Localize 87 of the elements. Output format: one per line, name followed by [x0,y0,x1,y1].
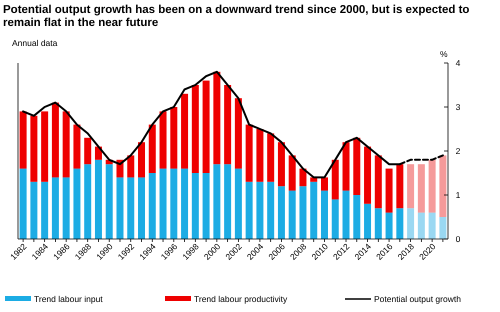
bar [439,217,446,239]
bar [84,138,92,164]
bar [62,111,70,178]
bar [148,124,156,173]
bar [353,138,360,195]
y-tick-label: 1 [456,190,461,200]
y-axis-title: % [440,49,448,59]
bar [299,186,306,239]
bar [213,164,220,239]
bar [160,168,167,239]
bar [396,208,404,239]
bar [213,72,220,164]
bar [256,129,264,182]
bar [342,190,350,239]
bar [94,160,102,239]
bar [73,168,80,239]
bar [374,155,382,208]
bar [364,146,372,204]
bar [396,164,404,208]
bar [364,204,372,239]
bar [332,160,339,200]
bar [234,168,242,239]
bar [224,164,232,239]
bar [374,208,382,239]
bar [256,182,264,239]
bar [116,177,124,239]
bar [202,80,210,173]
y-tick-label: 4 [456,58,461,68]
bar [418,212,425,239]
bar [428,160,436,213]
bar [170,107,178,169]
bar [310,182,318,239]
bar [386,168,393,213]
y-tick-label: 2 [456,146,461,156]
bar [342,142,350,191]
bar [106,164,113,239]
bar [267,182,274,239]
bar [320,177,328,191]
bar [138,177,146,239]
bar [332,199,339,239]
bar [246,182,253,239]
bar [192,173,199,239]
chart-title: Potential output growth has been on a downward trend since 2000, but is expected to remain flat in the near future [3,4,470,29]
bar [170,168,178,239]
bar [407,164,414,208]
legend-label: Potential output growth [374,294,462,304]
bar [299,168,306,186]
bar [202,173,210,239]
bar [418,164,425,213]
bar [41,182,48,239]
bar [41,111,48,182]
legend-label: Trend labour input [34,294,104,304]
bar [160,111,167,169]
y-tick-label: 3 [456,102,461,112]
bar [246,124,253,182]
bar [278,186,285,239]
y-tick-label: 0 [456,234,461,244]
bar [288,190,296,239]
bar [288,155,296,191]
bar [181,94,188,169]
bar [20,111,27,169]
bar [267,133,274,182]
bar [353,195,360,239]
bar [192,85,199,173]
bar [278,142,285,186]
bar [62,177,70,239]
bar [224,85,232,164]
bar [407,208,414,239]
bar [73,124,80,169]
bar [52,177,59,239]
bar [181,168,188,239]
bar [386,212,393,239]
bar [30,182,38,239]
bar [428,212,436,239]
legend-label: Trend labour productivity [194,294,288,304]
bar [439,155,446,217]
bar [320,190,328,239]
bar [148,173,156,239]
bar [20,168,27,239]
bar [84,164,92,239]
bar [52,102,59,178]
bar [234,98,242,169]
bar [127,177,134,239]
bar [138,142,146,178]
bar [127,155,134,178]
chart-subtitle: Annual data [12,38,58,48]
bar [30,116,38,182]
